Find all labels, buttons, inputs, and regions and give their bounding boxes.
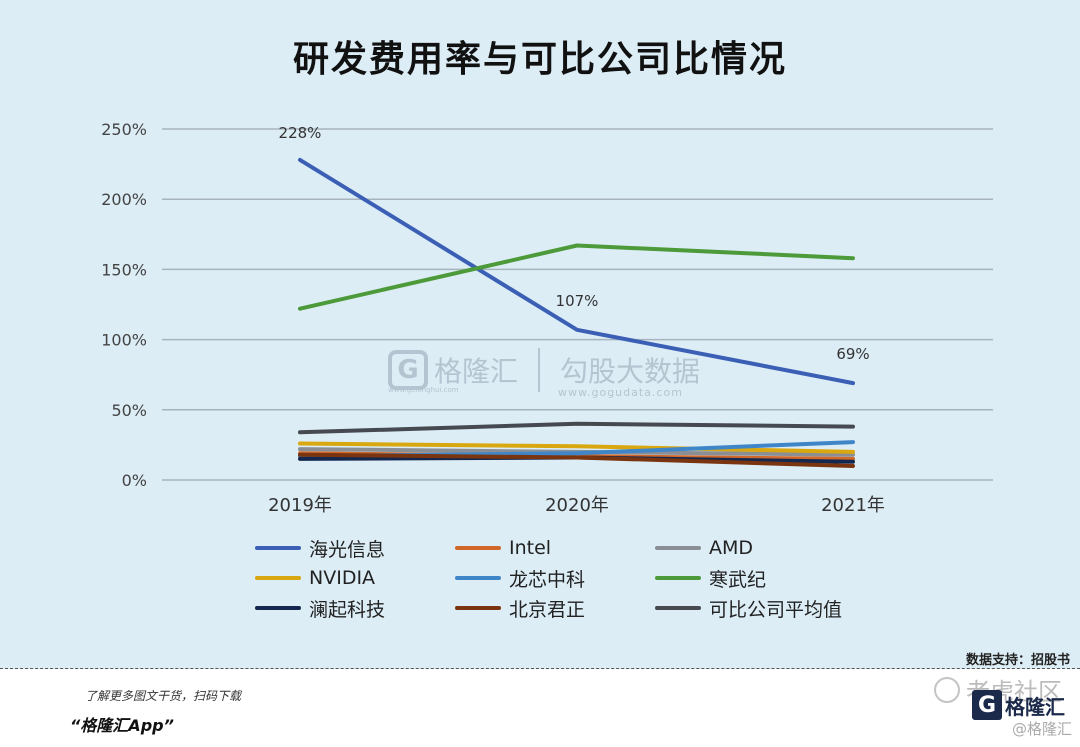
legend-label: 可比公司平均值 bbox=[709, 598, 843, 621]
chart-title: 研发费用率与可比公司比情况 bbox=[292, 39, 787, 80]
watermark-url-right: www.gogudata.com bbox=[558, 386, 683, 399]
legend-swatch bbox=[455, 576, 501, 580]
legend-swatch bbox=[255, 606, 301, 610]
watermark-logo: G bbox=[388, 350, 428, 390]
legend-item: AMD bbox=[655, 537, 855, 559]
series-line bbox=[298, 452, 855, 468]
data-label: 228% bbox=[279, 124, 322, 142]
watermark-brand: 格隆汇 bbox=[434, 355, 519, 388]
legend-item: NVIDIA bbox=[255, 567, 455, 589]
legend-label: 澜起科技 bbox=[309, 598, 386, 621]
legend-label: 海光信息 bbox=[309, 538, 386, 561]
legend-label: Intel bbox=[509, 537, 552, 559]
legend-item: 北京君正 bbox=[455, 597, 655, 621]
legend-label: 北京君正 bbox=[509, 598, 586, 621]
promo-text: 了解更多图文干货，扫码下载 bbox=[85, 689, 242, 703]
legend-item: 龙芯中科 bbox=[455, 567, 655, 591]
legend-label: AMD bbox=[709, 537, 754, 559]
x-tick-label: 2020年 bbox=[545, 495, 609, 516]
promo-app-name: “格隆汇App” bbox=[70, 716, 174, 735]
series-line bbox=[298, 243, 855, 311]
legend-item: 澜起科技 bbox=[255, 597, 455, 621]
x-tick-label: 2021年 bbox=[821, 495, 885, 516]
legend-swatch bbox=[655, 606, 701, 610]
tiger-icon bbox=[934, 676, 960, 703]
legend-swatch bbox=[255, 576, 301, 580]
series-line bbox=[298, 157, 855, 386]
data-label: 69% bbox=[836, 345, 869, 363]
legend: 海光信息 Intel AMD NVIDIA 龙芯中科 寒武纪澜起科技 北京君正 可比公司平均值 bbox=[255, 537, 855, 621]
data-source: 数据支持：招股书 bbox=[965, 653, 1070, 668]
footer-divider bbox=[0, 668, 1080, 669]
brand-logo: G 格隆汇 bbox=[972, 690, 1065, 720]
data-label: 107% bbox=[556, 292, 599, 310]
watermark-product: 勾股大数据 bbox=[560, 355, 701, 388]
legend-swatch bbox=[255, 546, 301, 550]
brand-logo-icon: G bbox=[972, 690, 1002, 720]
y-tick-label: 0% bbox=[122, 471, 147, 490]
legend-item: Intel bbox=[455, 537, 655, 559]
series-line bbox=[298, 441, 855, 454]
brand-logo-name: 格隆汇 bbox=[1005, 694, 1065, 719]
y-tick-label: 250% bbox=[101, 120, 147, 139]
footer bbox=[0, 669, 1080, 747]
y-tick-label: 150% bbox=[101, 260, 147, 279]
legend-swatch bbox=[455, 606, 501, 610]
watermark: G 格隆汇 勾股大数据 www.gelonghui.com www.goguda… bbox=[388, 348, 701, 399]
legend-item: 可比公司平均值 bbox=[655, 597, 855, 621]
legend-item: 海光信息 bbox=[255, 537, 455, 561]
legend-swatch bbox=[455, 546, 501, 550]
legend-item: 寒武纪 bbox=[655, 567, 855, 591]
brand-handle: @格隆汇 bbox=[1011, 720, 1072, 738]
legend-swatch bbox=[655, 546, 701, 550]
legend-swatch bbox=[655, 576, 701, 580]
y-tick-label: 200% bbox=[101, 190, 147, 209]
legend-label: 寒武纪 bbox=[709, 568, 767, 591]
watermark-url-left: www.gelonghui.com bbox=[388, 386, 459, 394]
legend-label: 龙芯中科 bbox=[509, 568, 586, 591]
watermark-divider bbox=[538, 348, 541, 392]
y-tick-label: 50% bbox=[111, 401, 147, 420]
series-line bbox=[298, 421, 855, 435]
legend-label: NVIDIA bbox=[309, 567, 376, 589]
x-tick-label: 2019年 bbox=[268, 495, 332, 516]
y-tick-label: 100% bbox=[101, 331, 147, 350]
